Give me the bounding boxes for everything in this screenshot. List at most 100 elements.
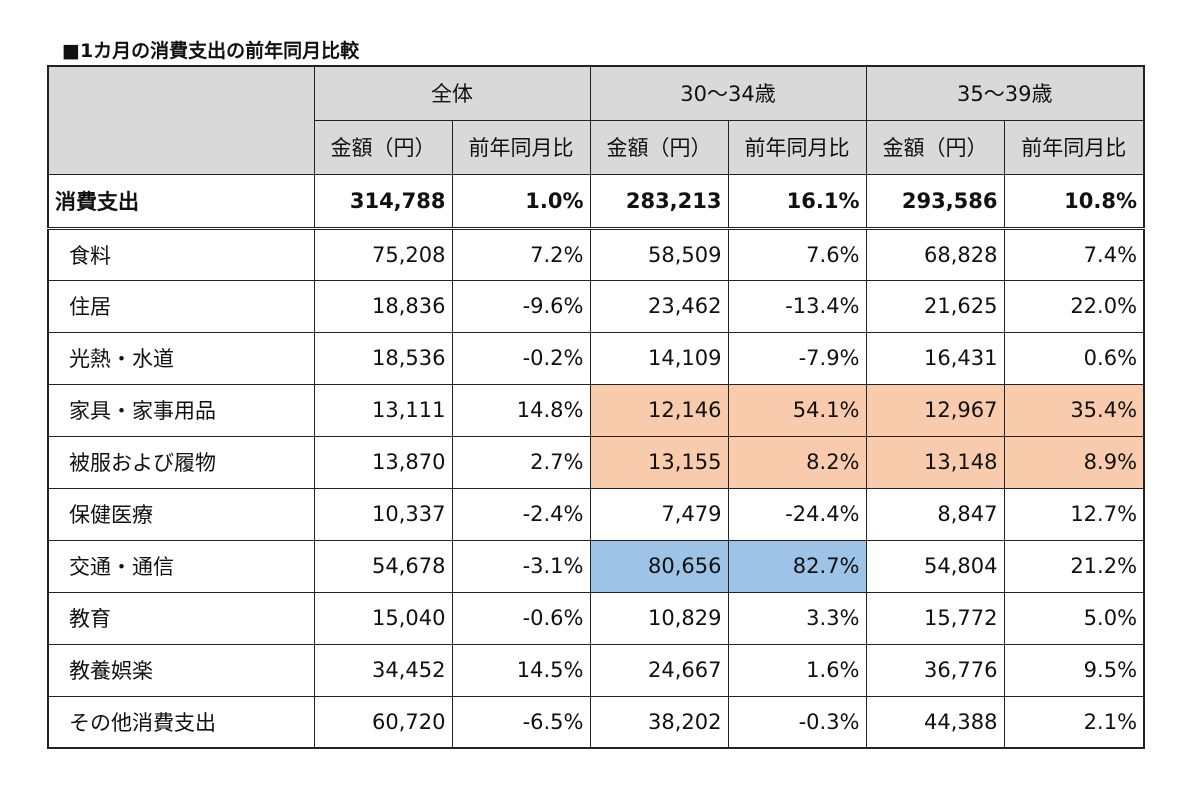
cell-yoy: -7.9% [727,331,867,385]
cell-yoy: 3.3% [727,591,867,645]
row-label: 食料 [47,227,315,281]
cell-amount-highlighted: 13,148 [865,435,1005,489]
cell-amount: 58,509 [589,227,729,281]
table-row: 食料 75,208 7.2% 58,509 7.6% 68,828 7.4% [47,227,1145,281]
cell-yoy: 22.0% [1003,279,1145,333]
row-label: 消費支出 [47,173,315,230]
cell-amount: 18,536 [313,331,453,385]
cell-amount: 14,109 [589,331,729,385]
row-label: 教養娯楽 [47,643,315,697]
cell-yoy: -13.4% [727,279,867,333]
cell-amount: 54,804 [865,539,1005,593]
expenditure-table: 全体 30〜34歳 35〜39歳 金額（円） 前年同月比 金額（円） 前年同月比… [47,65,1146,749]
row-label: 保健医療 [47,487,315,541]
table-row: 保健医療 10,337 -2.4% 7,479 -24.4% 8,847 12.… [47,487,1145,541]
cell-amount: 283,213 [589,173,729,230]
cell-amount: 38,202 [589,695,729,749]
cell-amount: 10,829 [589,591,729,645]
subheader-yoy: 前年同月比 [727,119,867,175]
cell-amount: 314,788 [313,173,453,230]
cell-amount: 36,776 [865,643,1005,697]
cell-yoy-highlighted: 8.9% [1003,435,1145,489]
cell-amount: 75,208 [313,227,453,281]
group-header-35-39: 35〜39歳 [865,65,1145,121]
cell-amount: 24,667 [589,643,729,697]
table-row: 教養娯楽 34,452 14.5% 24,667 1.6% 36,776 9.5… [47,643,1145,697]
cell-amount-highlighted: 12,146 [589,383,729,437]
cell-amount-highlighted: 12,967 [865,383,1005,437]
subheader-amount: 金額（円） [313,119,453,175]
table-row: 家具・家事用品 13,111 14.8% 12,146 54.1% 12,967… [47,383,1145,437]
row-label: 住居 [47,279,315,333]
cell-yoy: 16.1% [727,173,867,230]
cell-yoy: -0.6% [451,591,591,645]
cell-yoy: 9.5% [1003,643,1145,697]
row-label: 家具・家事用品 [47,383,315,437]
cell-yoy: 7.6% [727,227,867,281]
cell-amount: 13,870 [313,435,453,489]
cell-yoy-highlighted: 35.4% [1003,383,1145,437]
cell-amount: 44,388 [865,695,1005,749]
cell-yoy-highlighted: 82.7% [727,539,867,593]
row-label: その他消費支出 [47,695,315,749]
group-header-all: 全体 [313,65,591,121]
cell-yoy-highlighted: 54.1% [727,383,867,437]
subheader-yoy: 前年同月比 [451,119,591,175]
cell-amount: 23,462 [589,279,729,333]
subheader-amount: 金額（円） [589,119,729,175]
cell-amount: 10,337 [313,487,453,541]
cell-amount-highlighted: 13,155 [589,435,729,489]
cell-yoy: 7.2% [451,227,591,281]
cell-amount: 15,040 [313,591,453,645]
cell-yoy: 14.5% [451,643,591,697]
cell-yoy: 5.0% [1003,591,1145,645]
cell-amount: 8,847 [865,487,1005,541]
cell-yoy: 2.7% [451,435,591,489]
cell-yoy: 2.1% [1003,695,1145,749]
cell-yoy: -6.5% [451,695,591,749]
subheader-amount: 金額（円） [865,119,1005,175]
cell-amount: 18,836 [313,279,453,333]
subheader-yoy: 前年同月比 [1003,119,1145,175]
table-row: 住居 18,836 -9.6% 23,462 -13.4% 21,625 22.… [47,279,1145,333]
cell-yoy-highlighted: 8.2% [727,435,867,489]
corner-cell [47,65,315,175]
cell-yoy: 10.8% [1003,173,1145,230]
cell-amount: 68,828 [865,227,1005,281]
total-row: 消費支出 314,788 1.0% 283,213 16.1% 293,586 … [47,173,1145,230]
group-header-30-34: 30〜34歳 [589,65,867,121]
sub-header-row: 金額（円） 前年同月比 金額（円） 前年同月比 金額（円） 前年同月比 [48,119,1145,175]
cell-yoy: 14.8% [451,383,591,437]
row-label: 交通・通信 [47,539,315,593]
cell-yoy: 1.6% [727,643,867,697]
cell-yoy: -24.4% [727,487,867,541]
row-label: 被服および履物 [47,435,315,489]
cell-yoy: -0.3% [727,695,867,749]
cell-amount: 54,678 [313,539,453,593]
cell-yoy: 21.2% [1003,539,1145,593]
table-row: 教育 15,040 -0.6% 10,829 3.3% 15,772 5.0% [47,591,1145,645]
table-row: 被服および履物 13,870 2.7% 13,155 8.2% 13,148 8… [47,435,1145,489]
cell-amount-highlighted: 80,656 [589,539,729,593]
table-row: 交通・通信 54,678 -3.1% 80,656 82.7% 54,804 2… [47,539,1145,593]
cell-amount: 293,586 [865,173,1005,230]
cell-amount: 13,111 [313,383,453,437]
cell-yoy: 1.0% [451,173,591,230]
cell-amount: 60,720 [313,695,453,749]
cell-yoy: -3.1% [451,539,591,593]
row-label: 光熱・水道 [47,331,315,385]
cell-amount: 34,452 [313,643,453,697]
cell-amount: 21,625 [865,279,1005,333]
cell-yoy: -2.4% [451,487,591,541]
cell-yoy: 0.6% [1003,331,1145,385]
cell-yoy: -0.2% [451,331,591,385]
cell-amount: 7,479 [589,487,729,541]
cell-yoy: 7.4% [1003,227,1145,281]
table-title: ■1カ月の消費支出の前年同月比較 [62,40,360,62]
cell-yoy: -9.6% [451,279,591,333]
table-row: その他消費支出 60,720 -6.5% 38,202 -0.3% 44,388… [47,695,1145,749]
cell-amount: 16,431 [865,331,1005,385]
cell-amount: 15,772 [865,591,1005,645]
row-label: 教育 [47,591,315,645]
cell-yoy: 12.7% [1003,487,1145,541]
